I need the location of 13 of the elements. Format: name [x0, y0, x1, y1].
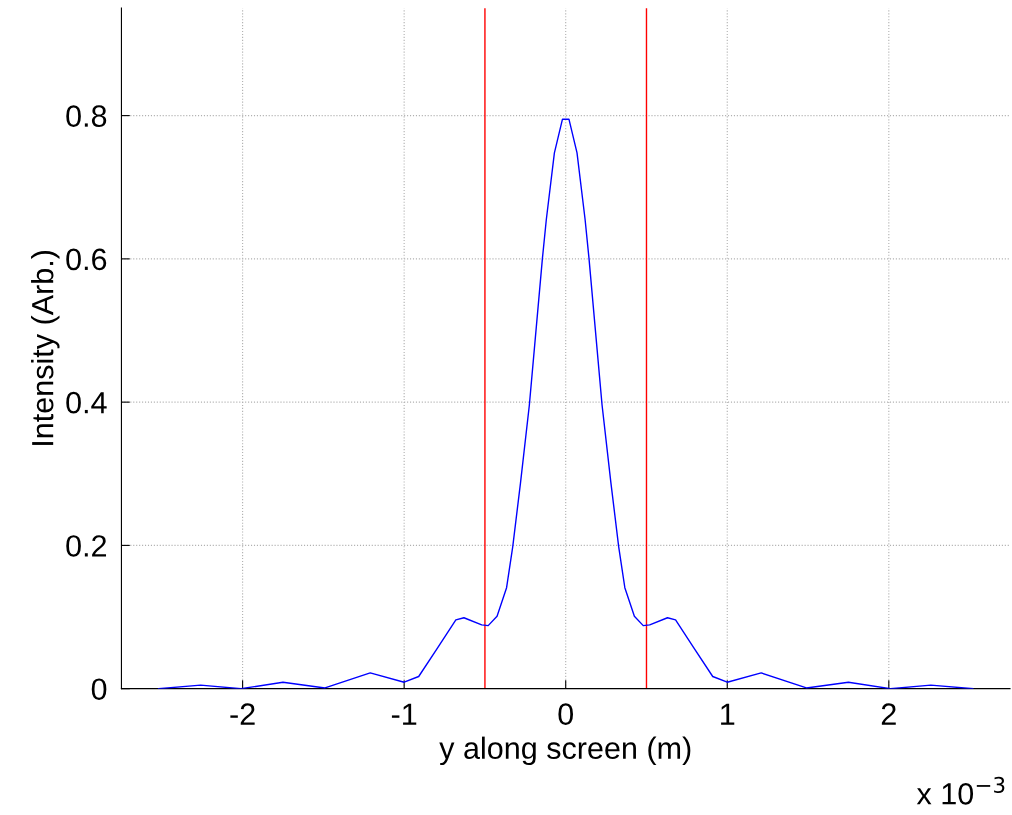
- x-tick-label: 1: [721, 703, 735, 725]
- y-tick-label: 0.4: [66, 391, 107, 414]
- x-tick-label: -2: [230, 703, 255, 725]
- y-tick-label: 0.2: [66, 535, 107, 557]
- x-axis-title: y along screen (m): [439, 736, 691, 766]
- y-tick-label: 0: [91, 678, 107, 701]
- y-axis-title: Intensity (Arb.): [31, 250, 60, 445]
- x-tick-label: -1: [391, 703, 417, 725]
- text: x 10$^{−3}$: [916, 776, 1005, 805]
- y-tick-label: 0.6: [66, 248, 107, 271]
- x-tick-label: 0: [558, 703, 574, 726]
- y-tick-label: 0.8: [66, 105, 107, 127]
- x-tick-label: 2: [881, 703, 896, 725]
